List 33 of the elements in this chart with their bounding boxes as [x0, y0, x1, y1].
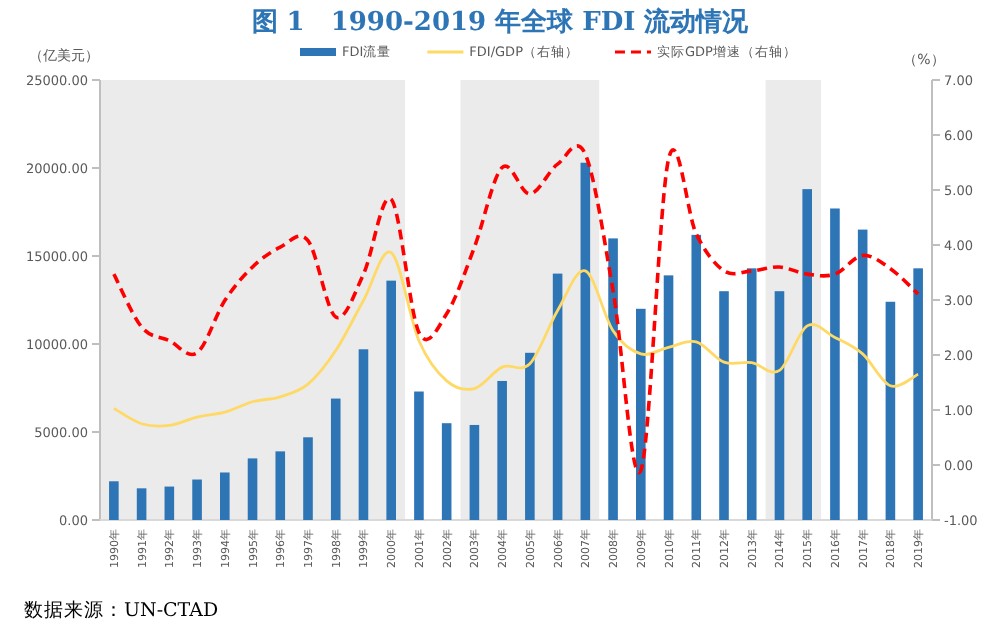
bar [691, 234, 702, 520]
bar [109, 481, 119, 520]
bar [830, 208, 840, 520]
bar [220, 472, 230, 520]
bar [247, 458, 258, 520]
bar [497, 380, 507, 520]
line-series [112, 251, 920, 428]
bar [525, 352, 535, 520]
bar [414, 391, 424, 520]
bar [330, 398, 341, 520]
bar [358, 349, 369, 520]
bar [441, 423, 452, 520]
bar [136, 488, 147, 520]
bar [275, 451, 286, 520]
bar [192, 479, 202, 520]
chart-title: 图 1 1990-2019 年全球 FDI 流动情况 [251, 6, 751, 38]
bar [580, 162, 591, 520]
bar [774, 291, 785, 520]
bar [885, 301, 896, 520]
bar [719, 291, 729, 520]
bar [636, 308, 646, 520]
bar [469, 424, 480, 520]
bar [303, 437, 313, 520]
bar [608, 238, 618, 520]
bar [857, 229, 868, 520]
bar [663, 275, 674, 520]
bar [913, 268, 923, 520]
bar [386, 280, 396, 520]
bar [802, 189, 812, 520]
bar [746, 268, 757, 520]
bar [164, 486, 175, 520]
bar [552, 273, 563, 520]
source-note: 数据来源：UN-CTAD [24, 598, 219, 622]
